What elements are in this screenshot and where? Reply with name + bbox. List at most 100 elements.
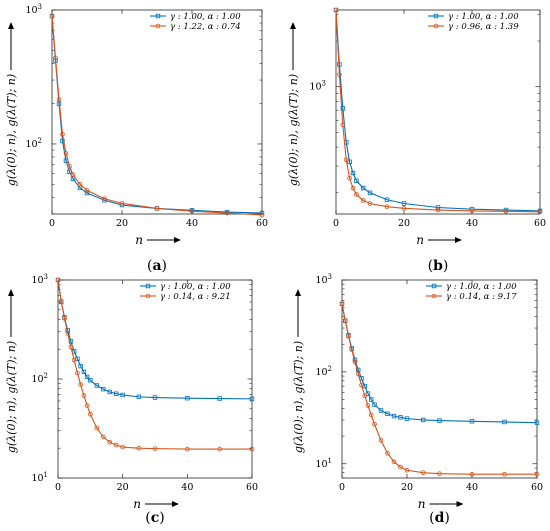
data-point (120, 392, 125, 398)
legend-label: γ : 0.96, α : 1.39 (448, 22, 519, 32)
data-point (537, 209, 543, 215)
data-point (378, 438, 384, 443)
data-point (350, 170, 356, 176)
data-point (84, 190, 90, 196)
data-point (136, 445, 142, 451)
data-point (534, 471, 540, 477)
x-axis-arrowhead (456, 501, 464, 507)
x-tick-label: 0 (333, 218, 339, 229)
data-point (136, 394, 142, 400)
x-axis-arrowhead (172, 501, 179, 507)
data-point (437, 471, 442, 476)
y-axis-label: g(λ(0); n), g(λ(T); n) (5, 341, 18, 453)
legend-marker (433, 23, 439, 29)
data-point (63, 151, 69, 156)
x-tick-label: 40 (466, 218, 478, 229)
data-point (339, 301, 345, 307)
y-axis-label: g(λ(0); n), g(λ(T); n) (287, 74, 300, 186)
data-point (119, 201, 125, 206)
series-2 (49, 13, 265, 218)
data-point (94, 383, 99, 388)
y-axis-label: g(λ(0); n), g(λ(T); n) (292, 341, 305, 453)
y-axis-arrowhead (8, 289, 14, 296)
legend-marker (145, 293, 151, 299)
series-line (341, 303, 538, 424)
data-point (340, 122, 346, 128)
data-point (401, 206, 407, 211)
data-point (469, 208, 475, 214)
data-point (365, 403, 371, 408)
series-1 (333, 7, 543, 214)
data-point (60, 132, 65, 137)
x-tick-label: 20 (116, 218, 128, 229)
panel-a: 102 103 0 20 40 60 γ : 1.00, α : 1.00γ : 1.22,… (5, 3, 268, 274)
legend: γ : 1.00, α : 1.00γ : 0.14, α : 9.17 (426, 282, 517, 302)
x-axis-arrowhead (455, 237, 462, 243)
data-point (49, 13, 55, 19)
series-line (335, 9, 541, 213)
y-axis-label: g(λ(0); n), g(λ(T); n) (5, 74, 18, 186)
data-point (88, 378, 93, 383)
data-point (362, 393, 368, 399)
data-point (469, 419, 475, 424)
data-point (437, 418, 442, 423)
legend-label: γ : 1.00, α : 1.00 (170, 12, 241, 22)
x-axis-label: n (416, 233, 424, 247)
x-tick-label: 20 (398, 218, 410, 229)
data-point (217, 396, 222, 401)
data-point (78, 382, 83, 387)
series-2 (55, 277, 255, 452)
data-point (249, 446, 255, 452)
data-point (534, 420, 540, 425)
y-axis-label-group: g(λ(0); n), g(λ(T); n) (5, 22, 18, 186)
data-point (56, 97, 62, 102)
x-axis-label: n (135, 233, 143, 247)
data-point (435, 205, 441, 210)
data-point (81, 369, 87, 375)
data-point (75, 370, 80, 376)
data-point (367, 201, 373, 206)
legend-label: γ : 1.00, α : 1.00 (446, 282, 517, 292)
y-axis-label-group: g(λ(0); n), g(λ(T); n) (5, 289, 18, 453)
y-axis-label-group: g(λ(0); n), g(λ(T); n) (287, 22, 300, 186)
data-point (333, 7, 339, 13)
data-point (84, 403, 90, 408)
legend-label: γ : 1.22, α : 0.74 (170, 22, 241, 32)
x-axis-label: n (133, 497, 141, 511)
data-point (58, 298, 64, 304)
data-point (350, 185, 356, 191)
data-point (78, 363, 83, 369)
series-line (51, 16, 263, 214)
panel-c: 101 102 103 0 20 40 60 γ : 1.00, α : 1.00γ : 0.… (5, 273, 258, 526)
data-point (421, 417, 426, 423)
data-point (404, 416, 410, 421)
panel-label: (c) (145, 510, 164, 526)
y-tick-label: 103 (315, 273, 332, 286)
data-point (107, 439, 113, 445)
data-point (368, 412, 374, 418)
data-point (420, 470, 426, 475)
x-tick-label: 20 (117, 482, 129, 493)
data-point (68, 344, 74, 350)
legend-marker (431, 293, 437, 299)
y-tick-label: 101 (31, 471, 48, 484)
x-axis-arrowhead (174, 237, 181, 243)
legend-marker (431, 283, 437, 289)
data-point (65, 330, 70, 336)
data-point (337, 72, 342, 77)
data-point (355, 371, 361, 377)
data-point (152, 446, 158, 451)
y-tick-label: 102 (31, 372, 48, 385)
data-point (391, 459, 397, 465)
data-point (369, 397, 374, 402)
x-tick-label: 60 (531, 482, 543, 493)
data-point (88, 411, 93, 417)
x-tick-label: 40 (466, 482, 478, 493)
data-point (71, 357, 77, 363)
data-point (101, 386, 106, 392)
data-point (70, 172, 76, 177)
x-tick-label: 0 (49, 218, 55, 229)
x-tick-label: 60 (246, 482, 258, 493)
data-point (435, 207, 441, 213)
plot-frame (341, 279, 538, 479)
